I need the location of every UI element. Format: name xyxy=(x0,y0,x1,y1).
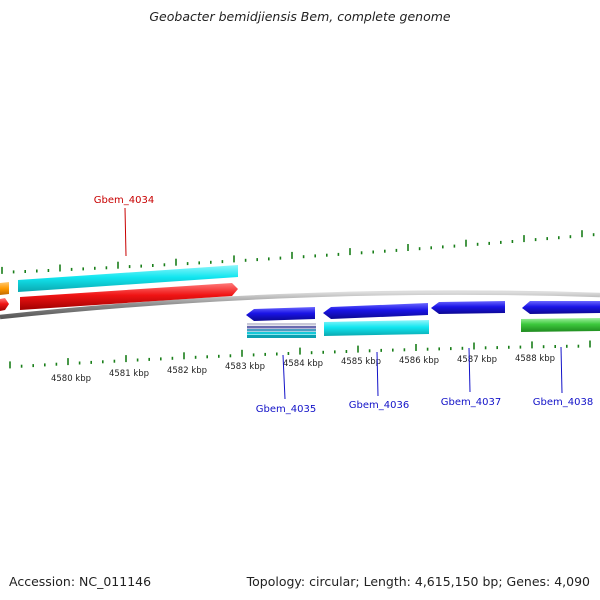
gene-label-gbem-4034[interactable]: Gbem_4034 xyxy=(94,195,154,206)
scale-label: 4588 kbp xyxy=(515,354,555,364)
gene-gbem-4036-blue-feature xyxy=(323,303,428,319)
gene-orange-feature xyxy=(0,282,9,295)
gene-gbem-4035-striped-feature xyxy=(247,329,316,332)
gene-gbem-4034-red-feature xyxy=(20,283,238,310)
forward-genes xyxy=(0,265,238,311)
gene-gbem-4037-blue-feature xyxy=(431,301,505,314)
scale-label: 4585 kbp xyxy=(341,357,381,367)
connector-gbem-4035 xyxy=(282,354,286,400)
gene-label-gbem-4036[interactable]: Gbem_4036 xyxy=(349,400,409,411)
gene-labels: Gbem_4034 Gbem_4035 Gbem_4036 Gbem_4037 … xyxy=(94,195,593,415)
gene-gbem-4035-blue-feature xyxy=(246,307,315,321)
gene-gbem-4035-striped-feature xyxy=(247,326,316,329)
genome-backbone xyxy=(0,290,600,320)
gene-gbem-4035-striped-feature xyxy=(247,323,316,326)
connector-gbem-4036 xyxy=(376,351,379,397)
topology-text: Topology: circular; Length: 4,615,150 bp… xyxy=(246,574,590,589)
scale-label: 4582 kbp xyxy=(167,366,207,376)
scale-label: 4583 kbp xyxy=(225,362,265,372)
gene-gbem-4035-striped-feature xyxy=(247,332,316,335)
connector-gbem-4037 xyxy=(468,347,471,393)
gene-gbem-4038-green-feature xyxy=(521,318,600,332)
connector-gbem-4038 xyxy=(560,346,563,394)
connector-gbem-4034 xyxy=(124,207,127,257)
label-connectors xyxy=(124,207,563,400)
gene-gbem-4036-cyan-feature xyxy=(324,320,429,336)
gene-gbem-4034-cyan-feature xyxy=(18,265,238,292)
scale-label: 4586 kbp xyxy=(399,356,439,366)
scale-label: 4584 kbp xyxy=(283,359,323,369)
scale-labels: 4580 kbp 4581 kbp 4582 kbp 4583 kbp 4584… xyxy=(51,354,555,384)
gene-label-gbem-4038[interactable]: Gbem_4038 xyxy=(533,397,593,408)
accession-text: Accession: NC_011146 xyxy=(9,574,152,589)
scale-label: 4587 kbp xyxy=(457,355,497,365)
page-title: Geobacter bemidjiensis Bem, complete gen… xyxy=(149,9,451,24)
reverse-genes xyxy=(246,301,600,338)
scale-label: 4581 kbp xyxy=(109,369,149,379)
gene-label-gbem-4035[interactable]: Gbem_4035 xyxy=(256,404,316,415)
gene-gbem-4035-striped-feature xyxy=(247,335,316,338)
gene-gbem-4038-blue-feature xyxy=(522,301,600,314)
gene-label-gbem-4037[interactable]: Gbem_4037 xyxy=(441,397,501,408)
scale-label: 4580 kbp xyxy=(51,374,91,384)
inner-tick-marks xyxy=(9,340,591,369)
gene-red-leading-feature xyxy=(0,298,9,311)
outer-tick-marks xyxy=(1,230,595,274)
